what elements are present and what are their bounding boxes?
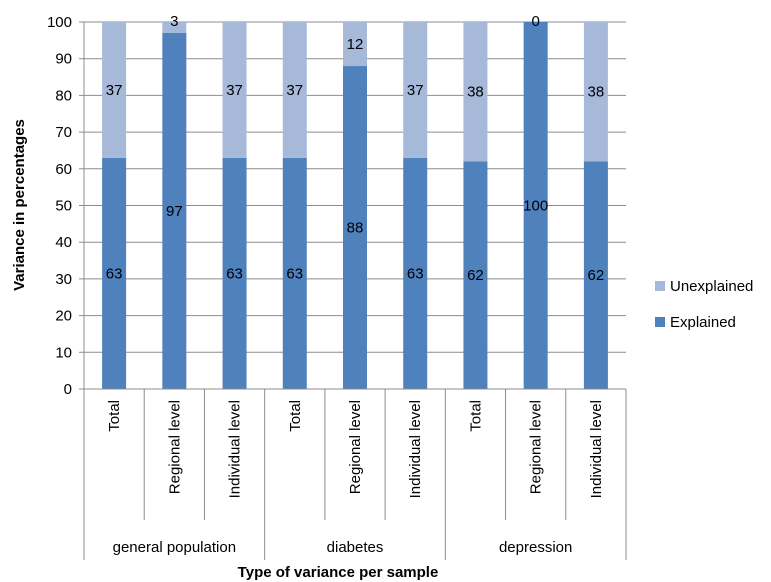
axes [79, 21, 627, 560]
bar-explained [403, 157, 428, 389]
legend-swatch [655, 317, 665, 327]
x-category-label: Regional level [347, 400, 364, 494]
y-tick-label: 30 [55, 271, 72, 288]
y-tick-label: 0 [64, 381, 72, 398]
bar-unexplained [162, 22, 187, 34]
legend-label: Unexplained [670, 278, 753, 295]
x-category-label: Individual level [227, 400, 244, 498]
y-tick-label: 90 [55, 51, 72, 68]
bar-explained [102, 157, 127, 389]
bar-unexplained [222, 22, 247, 158]
data-label-explained: 88 [347, 220, 364, 237]
y-axis-title: Variance in percentages [11, 119, 28, 291]
data-label-unexplained: 37 [407, 82, 424, 99]
bar-explained [583, 161, 608, 389]
data-label-explained: 62 [588, 267, 605, 284]
bars [102, 22, 608, 389]
x-category-label: Individual level [407, 400, 424, 498]
x-category-label: Total [106, 400, 123, 432]
data-label-unexplained: 0 [531, 13, 539, 30]
x-category-label: Regional level [528, 400, 545, 494]
bar-unexplained [583, 22, 608, 162]
data-label-unexplained: 37 [286, 82, 303, 99]
data-label-unexplained: 3 [170, 13, 178, 30]
bar-unexplained [102, 22, 127, 158]
legend: Unexplained Explained [655, 278, 753, 331]
data-label-unexplained: 37 [106, 82, 123, 99]
x-group-label: diabetes [327, 539, 384, 556]
x-category-label: Regional level [166, 400, 183, 494]
bar-explained [222, 157, 247, 389]
data-label-explained: 100 [523, 198, 548, 215]
bar-unexplained [403, 22, 428, 158]
data-label-explained: 63 [407, 265, 424, 282]
data-label-unexplained: 38 [588, 84, 605, 101]
y-tick-label: 50 [55, 198, 72, 215]
data-label-explained: 63 [106, 265, 123, 282]
data-labels: 63 37 97 3 63 37 63 37 88 12 63 37 62 38 100 0 62 38 [106, 13, 604, 284]
bar-unexplained [463, 22, 488, 162]
data-label-explained: 63 [226, 265, 243, 282]
data-label-unexplained: 38 [467, 84, 484, 101]
bar-unexplained [343, 22, 367, 67]
data-label-explained: 62 [467, 267, 484, 284]
y-tick-label: 70 [55, 124, 72, 141]
bar-explained [282, 157, 307, 389]
data-label-unexplained: 12 [347, 36, 364, 53]
data-label-unexplained: 37 [226, 82, 243, 99]
x-category-label: Individual level [588, 400, 605, 498]
y-tick-label: 60 [55, 161, 72, 178]
data-label-explained: 97 [166, 203, 183, 220]
y-tick-labels: 0 10 20 30 40 50 60 70 80 90 100 [47, 14, 72, 398]
x-category-label: Total [467, 400, 484, 432]
x-category-label: Total [287, 400, 304, 432]
legend-swatch [655, 281, 665, 291]
y-tick-label: 80 [55, 87, 72, 104]
y-tick-label: 10 [55, 344, 72, 361]
bar-explained [523, 22, 548, 389]
y-tick-label: 20 [55, 308, 72, 325]
x-axis-title: Type of variance per sample [238, 564, 439, 581]
bar-explained [463, 161, 488, 389]
x-category-labels: Total Regional level Individual level Total… [106, 400, 605, 498]
legend-label: Explained [670, 314, 736, 331]
y-tick-label: 40 [55, 234, 72, 251]
x-group-labels: general population diabetes depression [113, 539, 573, 556]
y-tick-label: 100 [47, 14, 72, 31]
bar-explained [343, 66, 367, 389]
x-group-label: general population [113, 539, 236, 556]
bar-unexplained [282, 22, 307, 158]
data-label-explained: 63 [286, 265, 303, 282]
x-group-label: depression [499, 539, 572, 556]
bar-explained [162, 33, 187, 389]
